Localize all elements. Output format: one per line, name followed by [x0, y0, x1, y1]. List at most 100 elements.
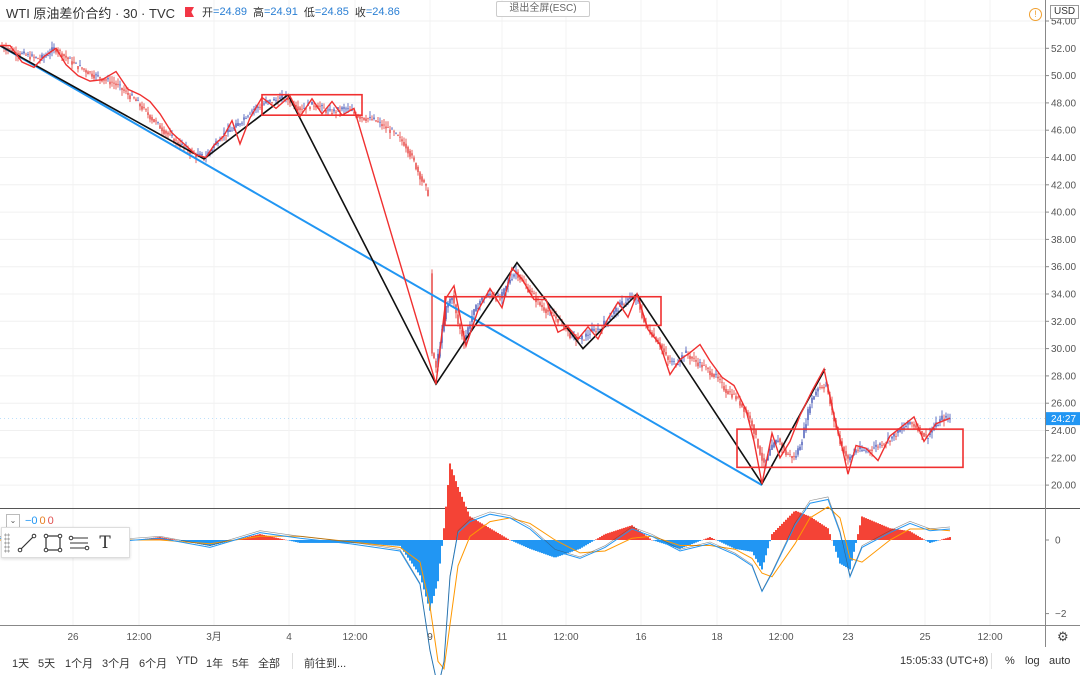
histogram-bar: [695, 540, 697, 543]
range-1d[interactable]: 1天: [12, 658, 30, 670]
histogram-bar: [789, 515, 791, 540]
candle-body: [405, 143, 407, 149]
candle-body: [107, 78, 109, 80]
auto-scale-toggle[interactable]: auto: [1049, 655, 1071, 667]
histogram-bar: [533, 540, 535, 551]
range-5d[interactable]: 5天: [38, 658, 56, 670]
candle-body: [91, 73, 93, 77]
symbol-title[interactable]: WTI 原油差价合约 · 30 · TVC: [6, 5, 176, 21]
candle-body: [77, 66, 79, 70]
candle-body: [739, 401, 741, 406]
range-5y[interactable]: 5年: [232, 658, 250, 670]
candles: [1, 41, 951, 469]
range-6m[interactable]: 6个月: [139, 658, 168, 670]
candle-body: [461, 329, 463, 337]
candle-body: [805, 424, 807, 431]
histogram-bar: [721, 540, 723, 543]
candle-body: [459, 323, 461, 330]
histogram-bar: [929, 540, 931, 543]
histogram-bar: [629, 525, 631, 540]
drawing-toolbar: T: [1, 527, 130, 558]
trendline-tool-icon[interactable]: [14, 531, 40, 555]
goto-date-button[interactable]: 前往到...: [304, 658, 347, 670]
candle-body: [541, 305, 543, 308]
candle-body: [913, 424, 915, 427]
drag-handle-icon[interactable]: [4, 532, 10, 553]
clock-readout[interactable]: 15:05:33 (UTC+8): [900, 655, 989, 667]
candle-body: [153, 119, 155, 123]
histogram-bar: [391, 540, 393, 546]
currency-badge[interactable]: USD: [1050, 5, 1080, 19]
candle-body: [587, 334, 589, 336]
histogram-bar: [313, 540, 315, 543]
candle-body: [513, 274, 515, 277]
percent-scale-toggle[interactable]: %: [1005, 655, 1015, 667]
candle-body: [915, 425, 917, 428]
histogram-bar: [731, 540, 733, 548]
histogram-bar: [893, 528, 895, 540]
range-3m[interactable]: 3个月: [102, 658, 131, 670]
candle-body: [775, 439, 777, 445]
histogram-bar: [457, 487, 459, 540]
histogram-bar: [211, 540, 213, 546]
candle-body: [469, 324, 471, 329]
histogram-bar: [729, 540, 731, 547]
histogram-bar: [193, 540, 195, 544]
candle-body: [783, 445, 785, 449]
chevron-down-icon[interactable]: ⌄: [6, 514, 20, 528]
histogram-bar: [341, 540, 343, 543]
candle-body: [219, 140, 221, 142]
histogram-bar: [743, 540, 745, 551]
indicator-axis: 0−2−4: [1045, 536, 1067, 620]
candle-body: [593, 328, 595, 331]
candle-body: [489, 293, 491, 296]
histogram-bar: [849, 540, 851, 570]
candle-body: [473, 309, 475, 315]
gear-icon[interactable]: ⚙: [1057, 629, 1069, 644]
histogram-bar: [213, 540, 215, 545]
time-tick-label: 16: [635, 632, 647, 643]
candle-body: [93, 74, 95, 79]
flag-icon[interactable]: [185, 7, 195, 17]
histogram-bar: [365, 540, 367, 544]
candle-body: [707, 368, 709, 369]
histogram-bar: [493, 530, 495, 540]
rectangle-tool-icon[interactable]: [40, 531, 66, 555]
candle-body: [727, 391, 729, 395]
range-1y[interactable]: 1年: [206, 658, 224, 670]
candle-body: [919, 427, 921, 429]
candle-body: [157, 122, 159, 123]
histogram-bar: [431, 540, 433, 604]
log-scale-toggle[interactable]: log: [1025, 655, 1040, 667]
histogram-bar: [397, 540, 399, 546]
histogram-bar: [685, 540, 687, 547]
candle-body: [71, 61, 73, 65]
histogram-bar: [517, 540, 519, 544]
candle-body: [345, 108, 347, 110]
histogram-bar: [413, 540, 415, 567]
candle-body: [279, 97, 281, 99]
range-1m[interactable]: 1个月: [65, 658, 94, 670]
candle-body: [303, 107, 305, 109]
histogram-bar: [385, 540, 387, 546]
candle-body: [529, 289, 531, 293]
text-tool-icon[interactable]: T: [92, 531, 118, 555]
range-ytd[interactable]: YTD: [176, 655, 198, 667]
time-tick-label: 3月: [206, 631, 222, 643]
candle-body: [289, 100, 291, 104]
alert-icon[interactable]: !: [1029, 8, 1042, 21]
candle-body: [665, 352, 667, 355]
histogram-bar: [885, 526, 887, 540]
fib-tool-icon[interactable]: [66, 531, 92, 555]
candle-body: [811, 398, 813, 403]
time-tick-label: 12:00: [768, 632, 793, 643]
histogram-bar: [537, 540, 539, 552]
open-value: =24.89: [213, 6, 247, 18]
histogram-bar: [783, 521, 785, 540]
histogram-bar: [659, 540, 661, 543]
candle-body: [505, 285, 507, 291]
range-all[interactable]: 全部: [258, 658, 280, 670]
exit-fullscreen-button[interactable]: 退出全屏(ESC): [496, 1, 590, 17]
